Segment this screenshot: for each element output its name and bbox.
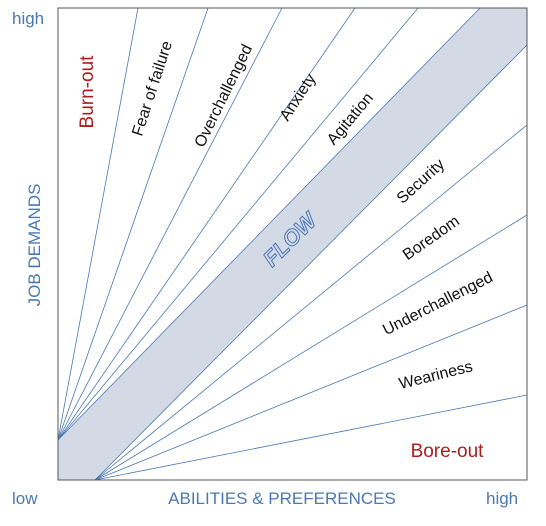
zone-label: Bore-out [411,441,485,462]
fan-lines [57,7,528,481]
zone-label: Burn-out [77,55,98,129]
zone-label: Fear of failure [129,39,176,138]
zone-label: Overchallenged [192,42,256,150]
zone-label: Anxiety [277,71,320,124]
y-title: JOB DEMANDS [25,184,44,307]
x-title: ABILITIES & PREFERENCES [168,489,396,508]
x-high: high [486,489,518,508]
zone-label: Weariness [397,358,474,393]
frame [57,7,528,481]
y-high: high [12,9,44,28]
zone-label: Boredom [400,213,463,264]
x-low: low [12,489,38,508]
zone-label: Underchallenged [380,269,496,339]
flow-band [58,8,527,480]
